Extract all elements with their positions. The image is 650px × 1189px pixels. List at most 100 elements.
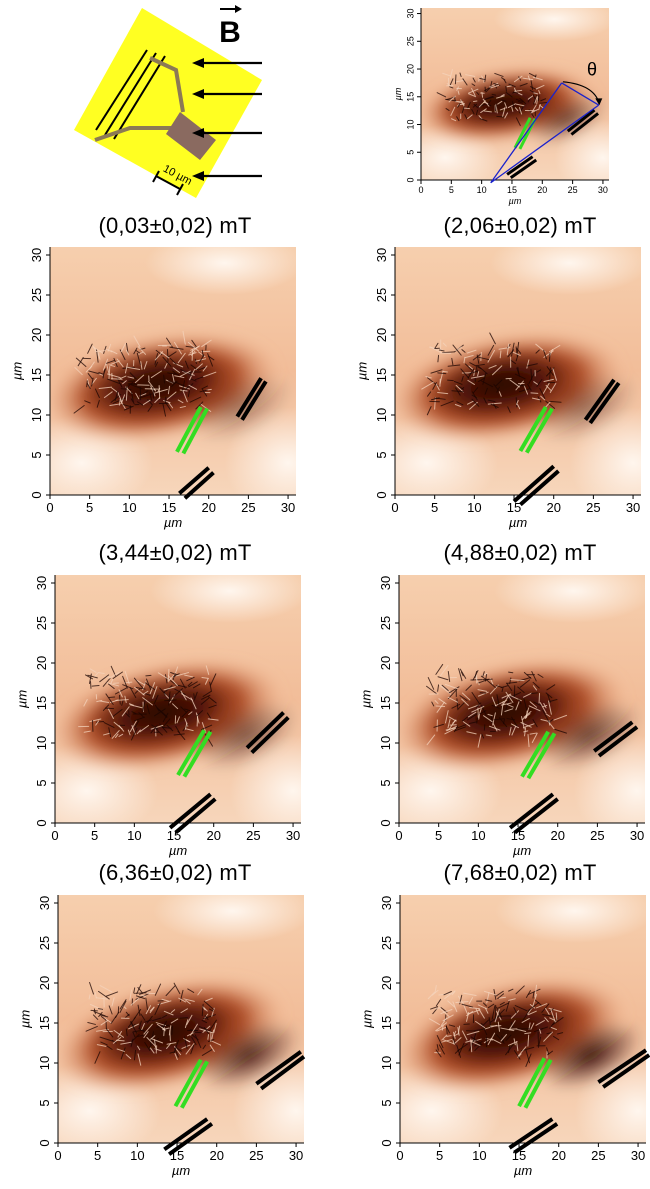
- caption-field-4: (4,88±0,02) mT: [443, 540, 596, 566]
- green-stripe: [182, 730, 213, 778]
- black-stripe: [183, 471, 215, 500]
- heatmap: [58, 895, 304, 1143]
- y-tick-label: 20: [374, 328, 389, 342]
- contact-pad: [166, 112, 216, 160]
- stripe: [113, 55, 166, 140]
- green-stripe: [181, 407, 209, 455]
- y-tick-label: 20: [378, 656, 393, 670]
- black-stripe: [245, 711, 285, 750]
- x-tick-label: 15: [507, 185, 517, 195]
- black-stripe: [250, 715, 290, 755]
- x-tick-label: 25: [590, 828, 604, 843]
- black-stripe: [588, 381, 621, 425]
- reference-line: [490, 104, 600, 184]
- x-tick-label: 0: [418, 185, 423, 195]
- scale-cap: [152, 170, 160, 183]
- stripe: [104, 52, 157, 136]
- x-tick-label: 30: [286, 828, 300, 843]
- x-tick-label: 5: [86, 500, 93, 515]
- y-tick-label: 20: [405, 64, 415, 74]
- map-panel-6: 00 5 5 10 10 15 15 20 20 25 25 30 30 µm µm: [359, 895, 650, 1178]
- x-axis-label: µm: [509, 515, 527, 530]
- black-marker: [593, 720, 639, 758]
- black-stripe: [597, 1048, 648, 1084]
- black-marker: [512, 464, 560, 507]
- x-tick-label: 10: [471, 828, 485, 843]
- speckle-texture: [78, 665, 219, 747]
- x-tick-label: 15: [507, 500, 521, 515]
- y-tick-label: 5: [37, 1099, 52, 1106]
- y-tick-label: 25: [374, 288, 389, 302]
- field-arrow: [192, 128, 262, 138]
- black-stripe: [509, 158, 538, 180]
- black-stripe: [513, 1122, 559, 1155]
- x-tick-label: 15: [511, 828, 525, 843]
- black-marker: [168, 792, 217, 835]
- x-axis-label: µm: [509, 196, 522, 206]
- light-patch: [150, 575, 301, 623]
- dark-core-right: [533, 372, 638, 442]
- x-tick-label: 0: [391, 500, 398, 515]
- y-tick-label: 10: [378, 736, 393, 750]
- y-tick-label: 5: [374, 451, 389, 458]
- green-marker: [520, 730, 557, 780]
- x-tick-label: 0: [51, 828, 58, 843]
- y-tick-label: 30: [34, 576, 49, 590]
- y-tick-label: 0: [34, 819, 49, 826]
- black-marker: [508, 792, 559, 835]
- x-tick-label: 0: [395, 828, 402, 843]
- caption-value-1: (0,03±0,02): [98, 213, 214, 238]
- black-stripe: [602, 1053, 650, 1089]
- x-axis-label: µm: [513, 843, 531, 858]
- reference-line: [490, 82, 563, 184]
- arrowhead: [192, 89, 204, 99]
- map-panel-4: 00 5 5 10 10 15 15 20 20 25 25 30 30 µm µm: [358, 575, 645, 858]
- speckle-texture: [73, 330, 217, 417]
- speckle-texture: [427, 984, 564, 1067]
- green-marker: [175, 406, 209, 455]
- green-marker: [518, 406, 554, 454]
- y-axis-label: µm: [14, 690, 29, 708]
- y-axis-label: µm: [359, 1010, 374, 1028]
- dark-core-right: [193, 700, 298, 770]
- dark-core: [91, 995, 231, 1067]
- caption-unit-3: mT: [219, 540, 252, 565]
- green-stripe: [180, 1060, 209, 1109]
- y-tick-label: 10: [37, 1056, 52, 1070]
- scale-bar: [152, 170, 184, 196]
- y-tick-label: 20: [29, 328, 44, 342]
- y-tick-label: 0: [29, 491, 44, 498]
- black-marker: [506, 155, 538, 180]
- green-stripe: [526, 732, 557, 780]
- x-tick-label: 10: [477, 185, 487, 195]
- axes: 00 5 5 10 10 15 15 20 20 25 25 30 30 µm µm: [9, 247, 296, 530]
- x-tick-label: 10: [472, 1148, 486, 1163]
- black-marker: [245, 711, 290, 755]
- green-stripe: [520, 730, 550, 778]
- y-tick-label: 10: [34, 736, 49, 750]
- caption-unit-1: mT: [219, 213, 252, 238]
- black-stripe: [566, 108, 596, 133]
- black-stripe: [597, 725, 639, 758]
- x-tick-label: 5: [91, 828, 98, 843]
- green-stripe: [517, 1057, 547, 1108]
- x-tick-label: 10: [130, 1148, 144, 1163]
- y-tick-label: 25: [29, 288, 44, 302]
- y-tick-label: 30: [378, 576, 393, 590]
- x-tick-label: 5: [435, 828, 442, 843]
- x-tick-label: 30: [626, 500, 640, 515]
- x-tick-label: 30: [289, 1148, 303, 1163]
- caption-value-2: (2,06±0,02): [443, 213, 559, 238]
- map-panel-1: 00 5 5 10 10 15 15 20 20 25 25 30 30 µm µm: [9, 247, 296, 530]
- x-tick-label: 5: [436, 1148, 443, 1163]
- field-arrow: [192, 89, 262, 99]
- map-panel-5: 00 5 5 10 10 15 15 20 20 25 25 30 30 µm µm: [17, 895, 306, 1178]
- black-marker: [255, 1050, 306, 1091]
- angle-inset-map: 00 5 5 10 10 15 15 20 20 25 25 30 30 µm µm θ: [393, 8, 609, 206]
- dark-core-right: [188, 372, 293, 442]
- y-tick-label: 10: [29, 408, 44, 422]
- caption-unit-4: mT: [564, 540, 597, 565]
- map-panel-3: 00 5 5 10 10 15 15 20 20 25 25 30 30 µm µm: [14, 575, 301, 858]
- caption-value-3: (3,44±0,02): [98, 540, 214, 565]
